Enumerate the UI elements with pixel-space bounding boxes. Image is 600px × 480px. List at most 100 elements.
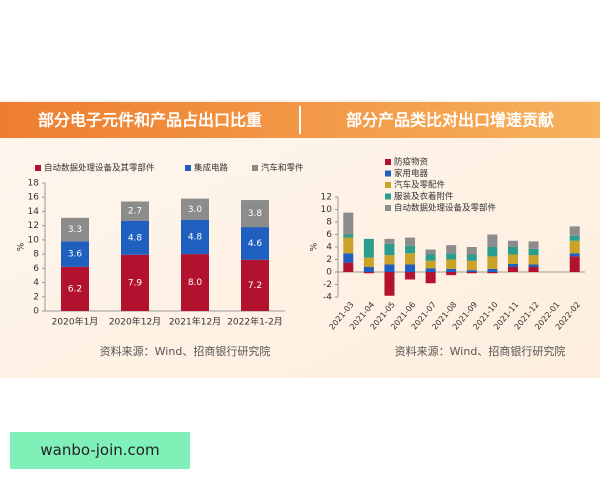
y-tick-label: 14	[28, 207, 40, 217]
legend-label: 自动数据处理设备及零部件	[394, 203, 497, 214]
y-tick-label: 18	[28, 179, 40, 189]
bar-segment	[507, 247, 518, 255]
legend-label: 汽车和零件	[261, 163, 304, 174]
bar-segment	[425, 249, 436, 255]
watermark: wanbo-join.com	[10, 432, 190, 469]
bar-segment	[61, 266, 89, 311]
bar-segment	[446, 245, 457, 254]
y-tick-label: 12	[321, 193, 332, 203]
value-label: 3.0	[188, 205, 203, 215]
bar-segment	[405, 253, 416, 265]
legend-label: 防疫物资	[394, 157, 429, 168]
bar-segment	[121, 201, 149, 221]
bar-segment	[487, 247, 498, 257]
y-tick-label: -4	[323, 293, 332, 303]
bar-segment	[61, 217, 89, 242]
x-tick-label: 2020年12月	[109, 316, 161, 328]
bar-segment	[343, 234, 354, 238]
y-tick-label: 4	[33, 278, 39, 288]
bar-segment	[528, 255, 539, 265]
bar-segment	[121, 254, 149, 311]
bar-segment	[121, 220, 149, 255]
legend-label: 汽车及零配件	[394, 180, 446, 191]
legend-label: 家用电器	[394, 168, 429, 179]
bar-segment	[487, 268, 498, 272]
bar-segment	[384, 264, 395, 272]
y-tick-label: 4	[326, 243, 332, 253]
chart-title: 部分电子元件和产品占出口比重	[38, 111, 262, 130]
x-tick-label: 2021年12月	[169, 316, 221, 328]
bar-segment	[405, 237, 416, 246]
bar-segment	[528, 248, 539, 256]
y-tick-label: 0	[326, 268, 332, 278]
bar-segment	[343, 253, 354, 263]
legend-label: 自动数据处理设备及其零部件	[44, 163, 155, 174]
bar-segment	[343, 262, 354, 272]
bar-segment	[363, 257, 374, 267]
y-tick-label: 12	[28, 221, 39, 231]
y-axis-label: %	[310, 242, 320, 251]
value-label: 4.6	[248, 239, 263, 249]
bar-segment	[487, 256, 498, 269]
value-label: 6.2	[68, 284, 82, 294]
bar-segment	[241, 227, 269, 260]
bar-segment	[241, 259, 269, 311]
y-tick-label: 10	[28, 235, 40, 245]
value-label: 7.2	[248, 281, 262, 291]
source: 资料来源：Wind、招商银行研究院	[100, 344, 271, 358]
value-label: 3.8	[248, 209, 263, 219]
y-tick-label: 8	[33, 250, 39, 260]
bar-segment	[446, 268, 457, 272]
bar-segment	[425, 268, 436, 272]
value-label: 2.7	[128, 207, 142, 217]
bar-segment	[446, 259, 457, 269]
bar-segment	[425, 254, 436, 261]
charts: 部分电子元件和产品占出口比重 部分产品类比对出口增速贡献 资料来源：Wind、招…	[0, 100, 600, 378]
y-tick-label: 6	[33, 264, 39, 274]
legend-swatch	[385, 205, 391, 211]
bar-segment	[487, 234, 498, 247]
value-label: 7.9	[128, 278, 143, 288]
value-label: 8.0	[188, 278, 203, 288]
bar-segment	[181, 198, 209, 220]
bar-segment	[425, 272, 436, 284]
bar-segment	[405, 272, 416, 280]
bar-segment	[181, 219, 209, 255]
x-tick-label: 2022年1-2月	[227, 316, 283, 328]
bar-segment	[446, 272, 457, 276]
bar-segment	[528, 241, 539, 249]
legend-swatch	[252, 165, 258, 171]
value-label: 3.3	[68, 225, 82, 235]
bar-segment	[363, 272, 374, 274]
bar-segment	[181, 254, 209, 311]
bar-segment	[61, 241, 89, 267]
bar-segment	[343, 237, 354, 254]
bar-segment	[363, 238, 374, 258]
value-label: 4.8	[188, 233, 203, 243]
x-tick-label: 2020年1月	[52, 316, 99, 328]
y-tick-label: 6	[326, 230, 332, 240]
legend-swatch	[385, 170, 391, 177]
bar-segment	[405, 264, 416, 272]
y-tick-label: 8	[326, 218, 332, 228]
value-label: 3.6	[68, 250, 83, 260]
bar-segment	[405, 245, 416, 254]
y-tick-label: 2	[326, 255, 332, 265]
panel	[0, 100, 600, 378]
value-label: 4.8	[128, 233, 143, 243]
y-tick-label: 16	[28, 193, 40, 203]
legend-swatch	[385, 159, 391, 165]
bar-segment	[466, 260, 477, 271]
bar-segment	[507, 254, 518, 264]
bar-segment	[384, 272, 395, 296]
bar-segment	[507, 263, 518, 267]
y-tick-label: 2	[33, 292, 39, 302]
bar-segment	[507, 267, 518, 272]
bar-segment	[384, 238, 395, 244]
bar-segment	[384, 243, 395, 256]
legend-swatch	[385, 193, 391, 200]
y-tick-label: 0	[33, 307, 39, 317]
legend-label: 服装及衣着附件	[394, 191, 454, 202]
bar-segment	[528, 264, 539, 267]
